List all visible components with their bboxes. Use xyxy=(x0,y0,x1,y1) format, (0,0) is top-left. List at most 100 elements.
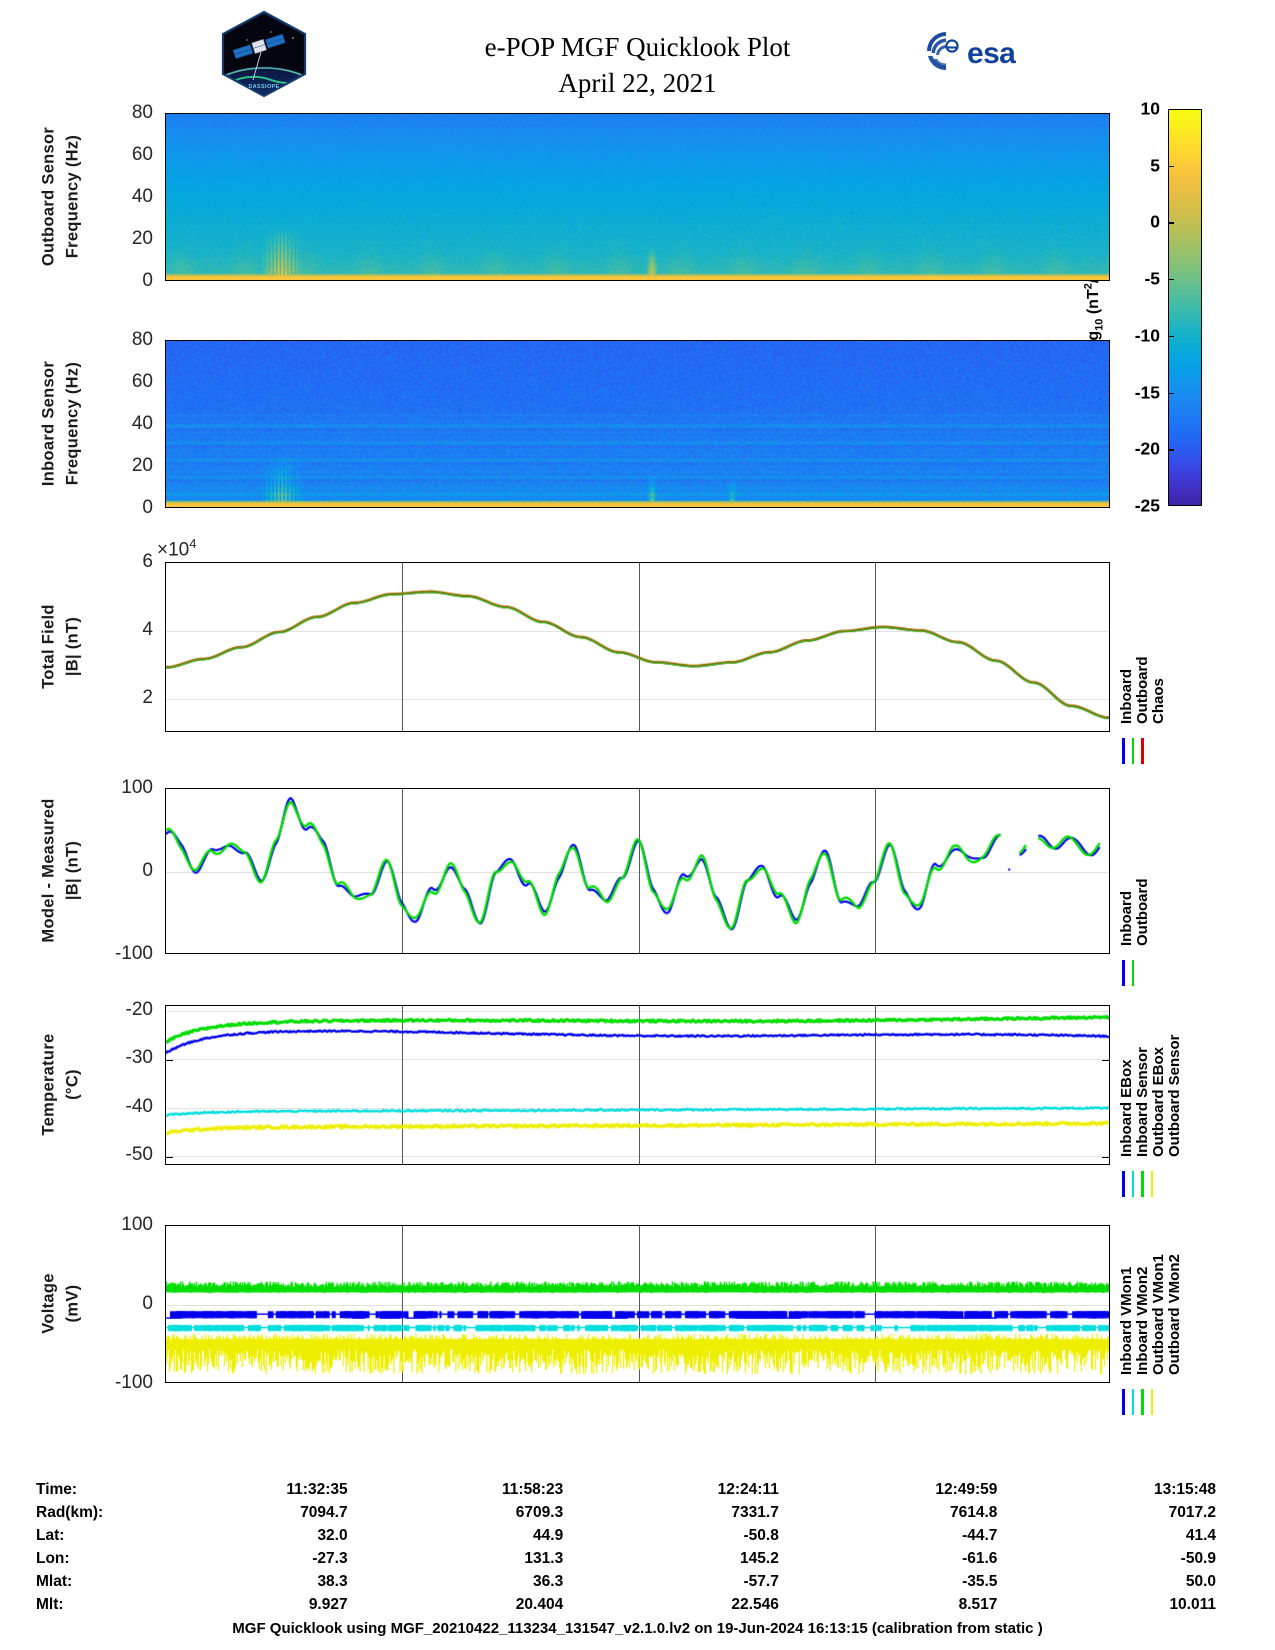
ytick-temperature: -40 xyxy=(125,1095,153,1117)
ytick-model-minus-measured: -100 xyxy=(114,943,153,964)
page-title-line1: e-POP MGF Quicklook Plot xyxy=(484,32,791,62)
panel-temperature: Temperature (°C) -20 -30 -40 -50 Inboard EBox I… xyxy=(40,999,1183,1197)
ytick-inboard-spectrogram: 0 xyxy=(142,497,153,518)
legend-color-swatch xyxy=(1141,738,1144,764)
ephemeris-row-label: Rad(km): xyxy=(36,1503,104,1521)
ephemeris-value: 20.404 xyxy=(515,1595,564,1613)
legend-color-swatch xyxy=(1122,1389,1125,1415)
ytick-temperature: -50 xyxy=(125,1144,153,1166)
ephemeris-value: 6709.3 xyxy=(515,1503,564,1521)
colorbar-title-unit: (nT xyxy=(1085,289,1103,319)
legend-color-swatch xyxy=(1131,738,1135,764)
legend-label-voltage: Inboard VMon2 xyxy=(1134,1266,1151,1375)
ephemeris-row: Time: 11:32:35 11:58:23 12:24:11 12:49:59 13:… xyxy=(36,1478,1216,1501)
ytick-outboard-spectrogram: 0 xyxy=(142,270,153,291)
legend-label-total-field: Outboard xyxy=(1134,656,1151,725)
ytick-model-minus-measured: 0 xyxy=(142,860,153,881)
ytick-inboard-spectrogram: 40 xyxy=(131,413,153,434)
trace-temperature xyxy=(166,1006,1109,1164)
colorbar-title-subscript: 10 xyxy=(1093,318,1106,331)
legend-total-field: Inboard Outboard Chaos xyxy=(1118,562,1188,732)
panel-inboard-spectrogram: Inboard Sensor Frequency (Hz) 80 60 40 20 0 xyxy=(40,329,1110,518)
ephemeris-value: 12:49:59 xyxy=(935,1480,998,1498)
colorbar-tick-label: -20 xyxy=(1134,438,1160,459)
ephemeris-row-label: Lon: xyxy=(36,1549,70,1567)
colorbar-tickmark xyxy=(1168,165,1174,167)
ephemeris-value: 41.4 xyxy=(1185,1526,1216,1544)
axes-outboard-spectrogram xyxy=(165,113,1110,281)
ephemeris-row-label: Lat: xyxy=(36,1526,65,1544)
esa-logo-icon: esa xyxy=(925,30,1040,72)
colorbar-tick-label: 0 xyxy=(1150,211,1160,232)
ephemeris-value: 131.3 xyxy=(524,1549,564,1567)
legend-label-temperature: Outboard Sensor xyxy=(1166,1034,1183,1157)
ytick-inboard-spectrogram: 60 xyxy=(131,371,153,392)
ephemeris-row: Rad(km): 7094.7 6709.3 7331.7 7614.8 7017.2 xyxy=(36,1501,1216,1524)
colorbar-tick-label: -15 xyxy=(1134,382,1160,403)
ephemeris-value: 36.3 xyxy=(533,1572,564,1590)
cassiope-epop-mission-patch-icon: DASSIOPE xyxy=(219,10,309,98)
legend-model-minus-measured: Inboard Outboard xyxy=(1118,788,1188,954)
legend-label-voltage: Outboard VMon2 xyxy=(1166,1254,1183,1375)
ephemeris-value: 12:24:11 xyxy=(717,1480,779,1498)
legend-voltage: Inboard VMon1 Inboard VMon2 Outboard VMon1… xyxy=(1118,1225,1188,1383)
ytick-total-field: 6 xyxy=(142,551,153,572)
colorbar-tick-label: 10 xyxy=(1140,98,1160,119)
axes-model-minus-measured xyxy=(165,788,1110,954)
spectrogram-outboard-spectrogram xyxy=(166,114,1109,280)
legend-markers-voltage xyxy=(1122,1389,1154,1415)
page-header: DASSIOPE e-POP MGF Quicklook Plot April … xyxy=(0,0,1275,105)
colorbar-tickmark xyxy=(1168,335,1174,338)
legend-color-swatch xyxy=(1150,1171,1154,1197)
ytick-model-minus-measured: 100 xyxy=(121,777,153,798)
legend-label-model-minus-measured: Outboard xyxy=(1134,878,1151,947)
exponent-power: 4 xyxy=(189,536,197,551)
legend-color-swatch xyxy=(1122,1171,1125,1197)
legend-label-total-field: Inboard xyxy=(1118,669,1135,724)
ephemeris-value: 145.2 xyxy=(740,1549,779,1567)
legend-label-voltage: Outboard VMon1 xyxy=(1150,1254,1167,1375)
axes-inboard-spectrogram xyxy=(165,340,1110,508)
ephemeris-row-label: Mlt: xyxy=(36,1595,64,1613)
colorbar-tick-label: -10 xyxy=(1134,325,1160,346)
ephemeris-value: -50.8 xyxy=(743,1526,779,1544)
axes-voltage xyxy=(165,1225,1110,1383)
ephemeris-value: 44.9 xyxy=(533,1526,564,1544)
ephemeris-row-label: Mlat: xyxy=(36,1572,73,1590)
ephemeris-value: 32.0 xyxy=(317,1526,348,1544)
ytick-outboard-spectrogram: 20 xyxy=(131,228,153,249)
panel-voltage: Voltage (mV) 100 0 -100 Inboard VMon1 Inboard … xyxy=(40,1214,1183,1415)
y-axis-exponent: ×104 xyxy=(157,536,196,561)
legend-color-swatch xyxy=(1141,1389,1144,1415)
legend-label-temperature: Outboard EBox xyxy=(1150,1046,1167,1157)
colorbar-title-superscript: 2 xyxy=(1082,283,1095,290)
ytick-temperature: -30 xyxy=(125,1047,153,1069)
colorbar-tickmark xyxy=(1168,279,1174,281)
ephemeris-value: 7614.8 xyxy=(949,1503,998,1521)
ephemeris-value: 38.3 xyxy=(317,1572,348,1590)
legend-label-voltage: Inboard VMon1 xyxy=(1118,1266,1135,1375)
colorbar-tickmark xyxy=(1168,392,1174,394)
exponent-base: ×10 xyxy=(157,539,190,561)
ephemeris-value: 7017.2 xyxy=(1168,1503,1216,1521)
ephemeris-value: -61.6 xyxy=(962,1549,998,1567)
trace-model-minus-measured xyxy=(166,789,1109,953)
ephemeris-value: -50.9 xyxy=(1180,1549,1216,1567)
legend-color-swatch xyxy=(1122,738,1125,764)
ytick-inboard-spectrogram: 80 xyxy=(131,329,153,350)
ephemeris-value: 50.0 xyxy=(1185,1572,1216,1590)
ephemeris-row-label: Time: xyxy=(36,1480,78,1498)
ephemeris-row: Mlt: 9.927 20.404 22.546 8.517 10.011 xyxy=(36,1593,1216,1616)
panel-outboard-spectrogram: Outboard Sensor Frequency (Hz) 80 60 40 20 0 xyxy=(40,102,1110,291)
panel-total-field: Total Field |B| (nT) 6 4 2 ×104 Inboard Outboar… xyxy=(40,536,1167,764)
ephemeris-value: 11:32:35 xyxy=(286,1480,348,1498)
ephemeris-value: 7331.7 xyxy=(731,1503,779,1521)
panel-model-minus-measured: Model - Measured |B| (nT) 100 0 -100 Inboard O… xyxy=(40,777,1151,986)
ytick-total-field: 4 xyxy=(142,619,153,640)
ephemeris-value: 13:15:48 xyxy=(1153,1480,1216,1498)
legend-label-temperature: Inboard Sensor xyxy=(1134,1046,1151,1157)
ytick-inboard-spectrogram: 20 xyxy=(131,455,153,476)
legend-label-temperature: Inboard EBox xyxy=(1118,1059,1135,1157)
footer-note: MGF Quicklook using MGF_20210422_113234_… xyxy=(232,1620,1043,1637)
ephemeris-row: Lon: -27.3 131.3 145.2 -61.6 -50.9 xyxy=(36,1547,1216,1570)
